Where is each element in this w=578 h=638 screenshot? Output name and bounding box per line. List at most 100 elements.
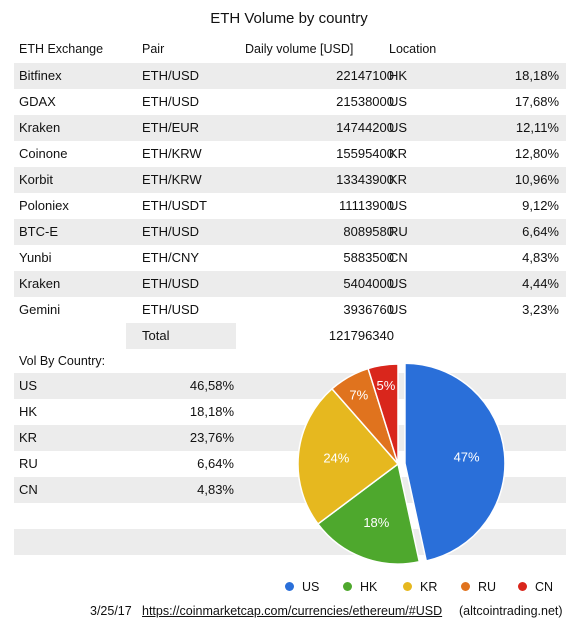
- cell-share: 10,96%: [514, 172, 559, 187]
- country-share: 18,18%: [189, 404, 234, 419]
- cell-volume: 5404000: [343, 276, 394, 291]
- legend-label: CN: [535, 580, 554, 594]
- cell-exchange: GDAX: [19, 94, 56, 109]
- cell-location: HK: [389, 68, 408, 83]
- country-code: KR: [19, 430, 38, 445]
- pie-label-cn: 5%: [377, 378, 396, 393]
- pie-label-hk: 18%: [363, 515, 389, 530]
- legend-dot: [343, 582, 352, 592]
- cell-volume: 13343900: [336, 172, 394, 187]
- footer-date: 3/25/17: [90, 604, 132, 618]
- country-share: 6,64%: [197, 456, 234, 471]
- country-share: 23,76%: [189, 430, 234, 445]
- header-location: Location: [389, 42, 437, 56]
- cell-pair: ETH/KRW: [142, 172, 202, 187]
- cell-location: KR: [389, 146, 408, 161]
- legend-dot: [518, 582, 527, 592]
- legend-item-us: US: [285, 580, 319, 594]
- cell-pair: ETH/USD: [142, 276, 200, 291]
- cell-pair: ETH/KRW: [142, 146, 202, 161]
- cell-volume: 14744200: [336, 120, 394, 135]
- cell-share: 18,18%: [514, 68, 559, 83]
- pie-label-kr: 24%: [323, 451, 349, 466]
- table-row: Yunbi ETH/CNY 5883500 CN 4,83%: [14, 245, 566, 271]
- chart-title: ETH Volume by country: [210, 10, 368, 27]
- cell-exchange: Poloniex: [19, 198, 69, 213]
- country-code: HK: [19, 404, 38, 419]
- header-volume: Daily volume [USD]: [245, 42, 354, 56]
- cell-exchange: Kraken: [19, 120, 61, 135]
- cell-location: US: [389, 302, 408, 317]
- cell-share: 4,44%: [522, 276, 559, 291]
- pie-slice-cn: [367, 363, 399, 465]
- cell-share: 12,11%: [515, 120, 559, 135]
- cell-exchange: BTC-E: [19, 224, 58, 239]
- table-row: Kraken ETH/USD 5404000 US 4,44%: [14, 271, 566, 297]
- cell-volume: 5883500: [343, 250, 394, 265]
- cell-pair: ETH/EUR: [142, 120, 200, 135]
- pie-label-us: 47%: [454, 450, 480, 465]
- country-row: HK 18,18%: [14, 399, 566, 425]
- legend-dot: [403, 582, 412, 592]
- table-row: Korbit ETH/KRW 13343900 KR 10,96%: [14, 167, 566, 193]
- country-share: 46,58%: [189, 378, 234, 393]
- legend-label: US: [302, 580, 320, 594]
- cell-pair: ETH/USD: [142, 68, 200, 83]
- footer-credit: (altcointrading.net): [459, 604, 563, 618]
- cell-volume: 22147100: [336, 68, 394, 83]
- legend-item-hk: HK: [343, 580, 377, 594]
- country-code: US: [19, 378, 38, 393]
- legend-dot: [461, 582, 470, 592]
- cell-share: 17,68%: [514, 94, 559, 109]
- legend-item-cn: CN: [518, 580, 553, 594]
- legend-item-kr: KR: [403, 580, 437, 594]
- total-label: Total: [142, 328, 170, 343]
- cell-location: US: [389, 120, 408, 135]
- total-value: 121796340: [328, 328, 394, 343]
- header-pair: Pair: [142, 42, 165, 56]
- cell-pair: ETH/USD: [142, 224, 200, 239]
- legend-label: KR: [420, 580, 438, 594]
- legend-dot: [285, 582, 294, 592]
- cell-share: 3,23%: [522, 302, 559, 317]
- cell-pair: ETH/USDT: [142, 198, 207, 213]
- cell-volume: 11113900: [339, 198, 394, 213]
- cell-location: US: [389, 94, 408, 109]
- cell-pair: ETH/CNY: [142, 250, 200, 265]
- pie-label-ru: 7%: [349, 387, 368, 402]
- total-row: Total 121796340: [14, 323, 566, 349]
- legend-item-ru: RU: [461, 580, 496, 594]
- table-row: Bitfinex ETH/USD 22147100 HK 18,18%: [14, 63, 566, 89]
- table-row: GDAX ETH/USD 21538000 US 17,68%: [14, 89, 566, 115]
- cell-location: KR: [389, 172, 408, 187]
- table-row: BTC-E ETH/USD 8089580 RU 6,64%: [14, 219, 566, 245]
- cell-volume: 3936760: [343, 302, 394, 317]
- source-link[interactable]: https://coinmarketcap.com/currencies/eth…: [142, 604, 443, 618]
- footer-link[interactable]: https://coinmarketcap.com/currencies/eth…: [142, 604, 442, 618]
- country-code: RU: [19, 456, 38, 471]
- cell-location: US: [389, 276, 408, 291]
- pie-chart: 47% 18% 24% 7% 5%: [297, 362, 506, 565]
- cell-exchange: Yunbi: [19, 250, 52, 265]
- table-row: Poloniex ETH/USDT 11113900 US 9,12%: [14, 193, 566, 219]
- vol-by-country-title: Vol By Country:: [19, 354, 106, 368]
- cell-volume: 21538000: [336, 94, 394, 109]
- pie-slice-us: [404, 362, 506, 562]
- cell-pair: ETH/USD: [142, 302, 200, 317]
- country-row: RU 6,64%: [14, 451, 566, 477]
- cell-exchange: Bitfinex: [19, 68, 62, 83]
- cell-exchange: Gemini: [19, 302, 61, 317]
- cell-exchange: Kraken: [19, 276, 61, 291]
- cell-share: 9,12%: [522, 198, 559, 213]
- header-exchange: ETH Exchange: [19, 42, 104, 56]
- cell-share: 4,83%: [522, 250, 559, 265]
- country-code: CN: [19, 482, 38, 497]
- pie-slice-kr: [297, 387, 400, 526]
- pie-slice-hk: [316, 462, 421, 565]
- cell-volume: 8089580: [343, 224, 394, 239]
- table-row: Gemini ETH/USD 3936760 US 3,23%: [14, 297, 566, 323]
- cell-location: CN: [389, 250, 408, 265]
- cell-pair: ETH/USD: [142, 94, 200, 109]
- cell-share: 6,64%: [522, 224, 559, 239]
- cell-exchange: Korbit: [19, 172, 53, 187]
